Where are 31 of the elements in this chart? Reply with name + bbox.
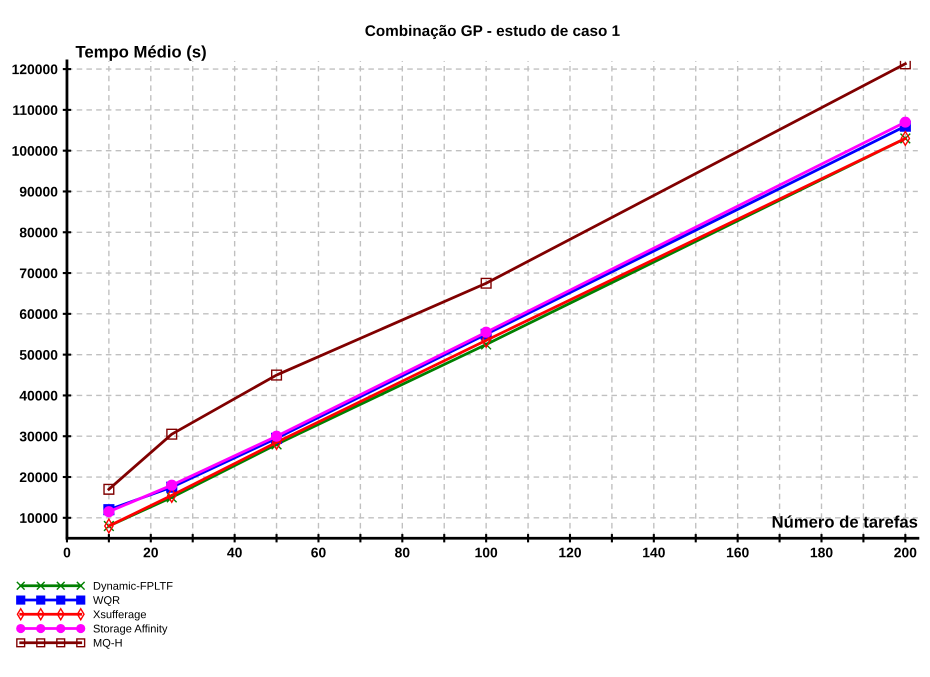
legend-label: Storage Affinity: [93, 624, 168, 635]
legend-label: WQR: [93, 596, 120, 606]
y-tick-label: 20000: [20, 472, 58, 482]
x-tick-label: 0: [64, 548, 70, 558]
x-tick-label: 80: [395, 548, 410, 558]
y-tick-label: 10000: [20, 513, 58, 523]
x-tick-label: 40: [227, 548, 242, 558]
x-tick-label: 120: [559, 548, 582, 558]
x-tick-label: 20: [144, 548, 158, 558]
y-tick-label: 70000: [20, 268, 58, 278]
legend-label: MQ-H: [94, 638, 122, 649]
y-tick-label: 100000: [12, 146, 58, 156]
x-tick-label: 200: [894, 548, 916, 558]
y-tick-label: 40000: [20, 390, 58, 401]
y-tick-label: 60000: [20, 309, 58, 320]
y-tick-label: 80000: [20, 228, 58, 238]
y-tick-label: 90000: [20, 186, 58, 197]
y-tick-label: 120000: [12, 64, 58, 74]
y-tick-label: 110000: [13, 105, 58, 116]
x-axis-title: Número de tarefas: [772, 515, 918, 528]
y-axis-title: Tempo Médio (s): [76, 45, 206, 61]
x-tick-label: 140: [643, 548, 665, 558]
y-tick-label: 50000: [20, 350, 58, 360]
chart-title: Combinação GP - estudo de caso 1: [365, 24, 620, 40]
y-tick-label: 30000: [20, 432, 58, 442]
legend-label: Xsufferage: [93, 610, 146, 620]
x-tick-label: 100: [475, 548, 498, 558]
legend-label: Dynamic-FPLTF: [94, 582, 173, 592]
x-tick-label: 60: [311, 548, 326, 558]
x-tick-label: 160: [726, 548, 749, 558]
x-tick-label: 180: [810, 548, 833, 558]
